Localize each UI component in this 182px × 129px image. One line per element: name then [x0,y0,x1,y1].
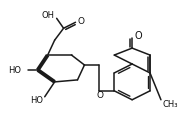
Text: HO: HO [30,96,43,105]
Text: HO: HO [8,66,21,75]
Text: CH₃: CH₃ [163,100,178,109]
Text: O: O [78,17,85,26]
Text: OH: OH [42,11,55,20]
Text: O: O [97,91,104,100]
Text: O: O [134,31,142,41]
